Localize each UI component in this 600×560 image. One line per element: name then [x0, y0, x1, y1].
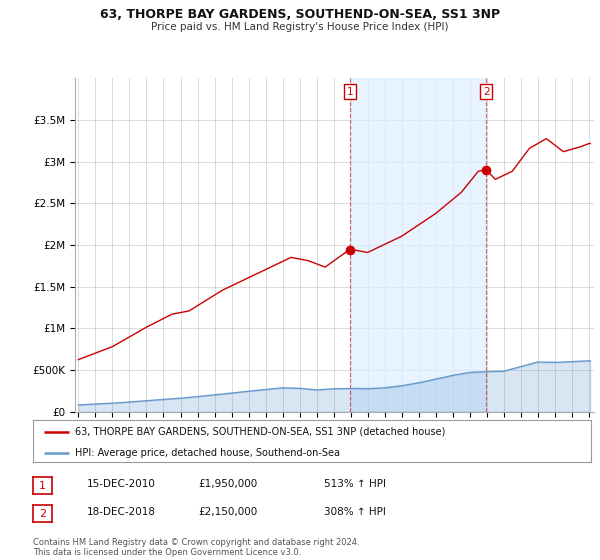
Text: £1,950,000: £1,950,000 [198, 479, 257, 489]
Text: 2: 2 [483, 87, 490, 97]
Text: 308% ↑ HPI: 308% ↑ HPI [324, 507, 386, 517]
Text: 15-DEC-2010: 15-DEC-2010 [87, 479, 156, 489]
Text: Contains HM Land Registry data © Crown copyright and database right 2024.
This d: Contains HM Land Registry data © Crown c… [33, 538, 359, 557]
Bar [350, 78, 486, 412]
Text: 1: 1 [347, 87, 353, 97]
Text: 1: 1 [39, 480, 46, 491]
Text: 2: 2 [39, 508, 46, 519]
Text: 63, THORPE BAY GARDENS, SOUTHEND-ON-SEA, SS1 3NP: 63, THORPE BAY GARDENS, SOUTHEND-ON-SEA,… [100, 8, 500, 21]
Text: 18-DEC-2018: 18-DEC-2018 [87, 507, 156, 517]
Text: £2,150,000: £2,150,000 [198, 507, 257, 517]
Text: Price paid vs. HM Land Registry's House Price Index (HPI): Price paid vs. HM Land Registry's House … [151, 22, 449, 32]
Text: HPI: Average price, detached house, Southend-on-Sea: HPI: Average price, detached house, Sout… [75, 448, 340, 458]
Text: 63, THORPE BAY GARDENS, SOUTHEND-ON-SEA, SS1 3NP (detached house): 63, THORPE BAY GARDENS, SOUTHEND-ON-SEA,… [75, 427, 445, 437]
Text: 513% ↑ HPI: 513% ↑ HPI [324, 479, 386, 489]
